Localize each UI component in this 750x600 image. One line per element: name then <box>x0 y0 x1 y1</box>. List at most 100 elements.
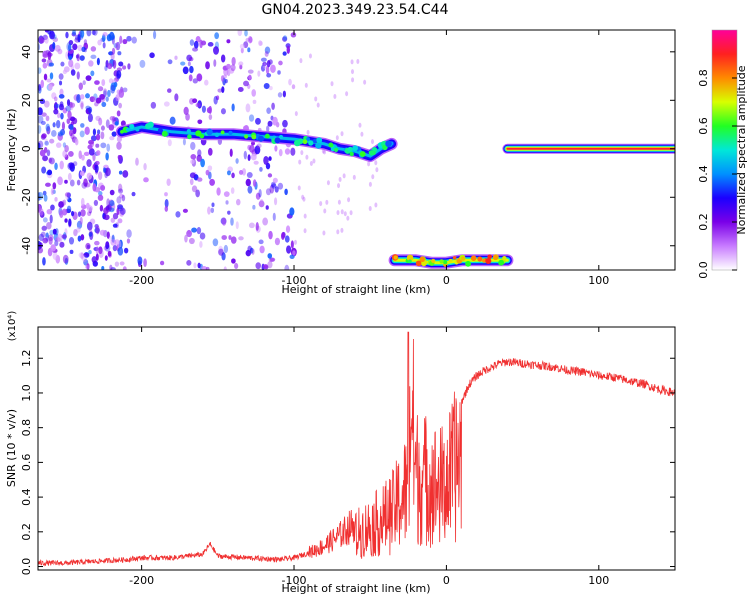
noise-dot <box>83 151 90 156</box>
noise-dot <box>189 56 194 62</box>
noise-dot <box>237 30 243 37</box>
noise-dot <box>117 218 123 224</box>
x-tick-label: 0 <box>443 274 450 287</box>
noise-dot <box>290 147 296 156</box>
noise-dot <box>143 177 149 183</box>
noise-dot <box>109 136 115 141</box>
noise-dot <box>231 258 236 264</box>
noise-dot <box>330 81 334 87</box>
noise-dot <box>72 161 78 167</box>
noise-dot <box>62 107 68 114</box>
noise-dot <box>50 187 55 196</box>
x-tick-label: -200 <box>129 574 154 587</box>
snr-panel: -200 -100 0 100 0.0 0.2 0.4 0.6 0.8 1.0 1.2 Heigh… <box>5 311 676 595</box>
noise-dot <box>117 204 123 210</box>
noise-dot <box>196 154 202 162</box>
noise-dot <box>121 194 126 202</box>
noise-dot <box>96 129 101 135</box>
noise-dot <box>79 170 85 177</box>
noise-dot <box>49 214 53 224</box>
noise-dot <box>131 36 137 44</box>
noise-dot <box>57 176 63 186</box>
feature-blob <box>415 260 422 267</box>
noise-dot <box>98 246 103 255</box>
noise-dot <box>190 141 196 151</box>
noise-dot <box>88 148 95 156</box>
noise-dot <box>174 55 178 61</box>
x-tick-label: 100 <box>588 574 609 587</box>
noise-dot <box>95 143 100 148</box>
spectrogram-marks <box>38 30 675 270</box>
noise-dot <box>38 142 41 150</box>
spectral-feature-0 <box>115 121 398 163</box>
noise-dot <box>299 58 303 64</box>
noise-dot <box>274 186 279 193</box>
feature-blob <box>465 260 471 267</box>
noise-dot <box>52 228 57 235</box>
noise-dot <box>256 143 262 149</box>
feature-blob <box>368 150 375 156</box>
noise-dot <box>42 257 46 266</box>
noise-dot <box>83 47 87 53</box>
noise-dot <box>54 197 58 202</box>
noise-dot <box>269 257 276 262</box>
noise-dot <box>111 47 116 55</box>
noise-dot <box>90 135 97 142</box>
noise-dot <box>253 160 259 165</box>
noise-dot <box>255 117 261 125</box>
noise-dot <box>282 119 288 128</box>
noise-dot <box>95 97 102 104</box>
noise-dot <box>245 178 251 187</box>
noise-dot <box>124 247 129 254</box>
spectrogram-y-ticks: -40 -20 0 20 40 <box>20 45 675 255</box>
noise-dot <box>99 204 104 212</box>
noise-dot <box>59 210 64 218</box>
noise-dot <box>54 44 61 52</box>
noise-dot <box>65 105 72 112</box>
noise-dot <box>284 188 288 196</box>
noise-dot <box>116 110 121 117</box>
x-tick-label: -100 <box>282 574 307 587</box>
noise-dot <box>351 77 355 83</box>
noise-dot <box>262 217 269 226</box>
noise-dot <box>118 102 122 109</box>
noise-dot <box>223 244 229 254</box>
noise-dot <box>51 129 57 137</box>
noise-dot <box>92 128 97 136</box>
feature-blob <box>220 130 225 135</box>
noise-dot <box>243 150 247 160</box>
noise-dot <box>102 32 108 37</box>
noise-dot <box>212 238 219 247</box>
noise-dot <box>39 98 46 105</box>
noise-dot <box>78 150 82 160</box>
noise-dot <box>153 30 157 40</box>
snr-marks <box>38 331 675 567</box>
feature-blob <box>244 134 249 139</box>
noise-dot <box>119 207 126 215</box>
noise-dot <box>83 259 89 266</box>
noise-dot <box>72 30 76 36</box>
noise-dot <box>85 105 91 110</box>
noise-dot <box>79 216 83 225</box>
noise-dot <box>292 250 296 256</box>
noise-dot <box>116 196 122 204</box>
feature-blob <box>206 128 213 136</box>
noise-dot <box>118 61 124 67</box>
noise-dot <box>360 131 364 137</box>
noise-dot <box>84 126 90 136</box>
feature-blob <box>470 255 477 261</box>
noise-dot <box>97 39 102 46</box>
noise-dot <box>97 194 104 201</box>
noise-dot <box>99 229 106 236</box>
noise-dot <box>70 132 75 140</box>
noise-dot <box>309 160 313 166</box>
noise-dot <box>238 236 244 241</box>
noise-dot <box>271 102 275 110</box>
noise-dot <box>314 96 318 102</box>
feature-blob <box>349 151 354 157</box>
feature-blob <box>312 138 318 144</box>
figure-title: GN04.2023.349.23.54.C44 <box>262 2 449 18</box>
noise-dot <box>374 160 378 166</box>
noise-dot <box>87 205 93 212</box>
noise-dot <box>207 147 213 156</box>
